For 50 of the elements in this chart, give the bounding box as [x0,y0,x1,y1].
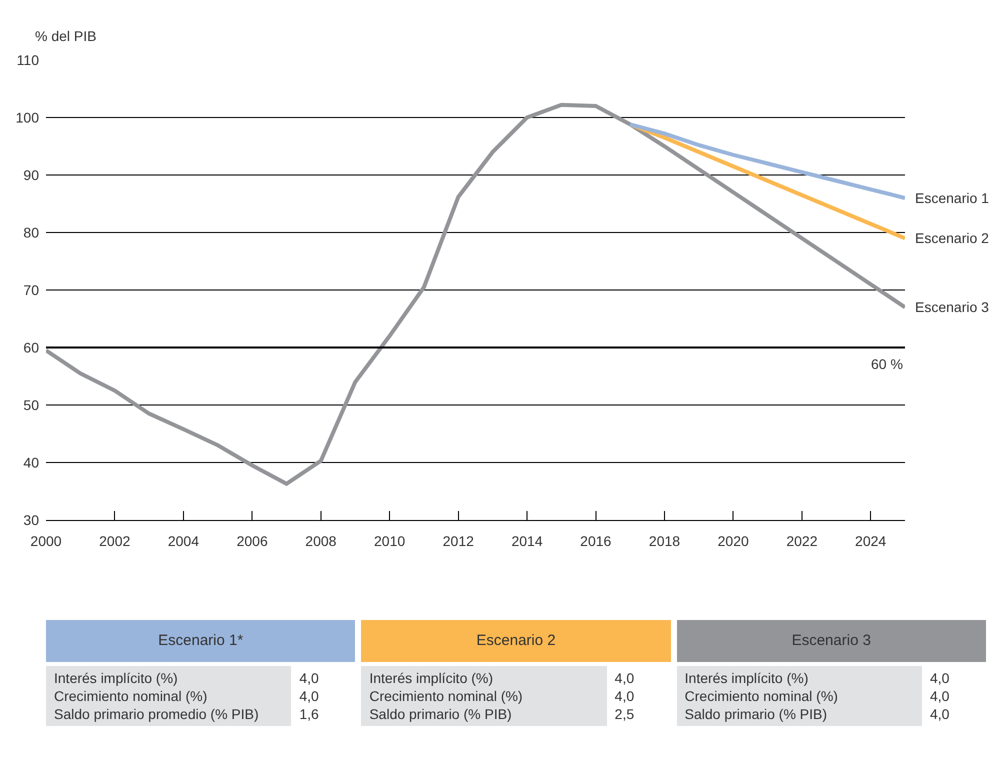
text: Saldo primario promedio (% PIB) [54,705,260,723]
x-tick-label: 2012 [442,532,474,549]
text: Crecimiento nominal (%) [369,687,524,705]
text: Escenario 1* [46,620,356,662]
line-series [46,102,905,486]
x-tick-label: 2018 [648,532,680,549]
x-tick-label: 2016 [580,532,612,549]
text: Saldo primario (% PIB) [684,705,828,723]
x-tick-label: 2022 [786,532,818,549]
text: Saldo primario (% PIB) [369,705,513,723]
x-tick-label: 2006 [236,532,268,549]
y-tick-label: 40 [23,454,40,470]
y-axis-title: % del PIB [35,28,96,44]
series-label: Escenario 1 [915,190,990,206]
text: Interés implícito (%) [369,669,494,687]
text: 1,6 [299,705,320,723]
text: Interés implícito (%) [684,669,810,687]
ref-line-label: 60 % [871,356,903,372]
text: 4,0 [930,669,950,687]
line-series [628,122,905,200]
text: Interés implícito (%) [54,669,179,687]
series-label: Escenario 2 [915,230,990,246]
y-tick-label: 70 [23,282,40,298]
text: Escenario 3 [676,620,986,662]
y-tick-label: 50 [23,396,40,413]
series-label: Escenario 3 [915,299,990,315]
x-tick-label: 2002 [99,532,130,549]
y-tick-label: 110 [16,52,40,68]
y-tick-label: 100 [16,109,40,126]
x-tick-label: 2008 [305,532,337,549]
text: 4,0 [930,687,950,705]
x-tick-label: 2020 [718,532,749,549]
x-tick-label: 2004 [168,532,200,549]
y-tick-label: 60 [23,339,40,356]
text: 4,0 [614,669,636,687]
text: Crecimiento nominal (%) [54,687,208,705]
x-tick-label: 2010 [374,532,406,549]
y-tick-label: 30 [23,512,40,528]
x-tick-label: 2014 [511,532,543,549]
text: 4,0 [299,669,320,687]
y-tick-label: 90 [23,166,40,183]
x-tick-label: 2000 [30,532,62,549]
text: Escenario 2 [361,620,671,662]
text: 4,0 [299,687,320,705]
text: Crecimiento nominal (%) [684,687,839,705]
y-tick-label: 80 [23,224,40,240]
x-tick-label: 2024 [855,532,886,549]
text: 4,0 [930,705,950,723]
text: 4,0 [614,687,636,705]
text: 2,5 [614,705,636,723]
